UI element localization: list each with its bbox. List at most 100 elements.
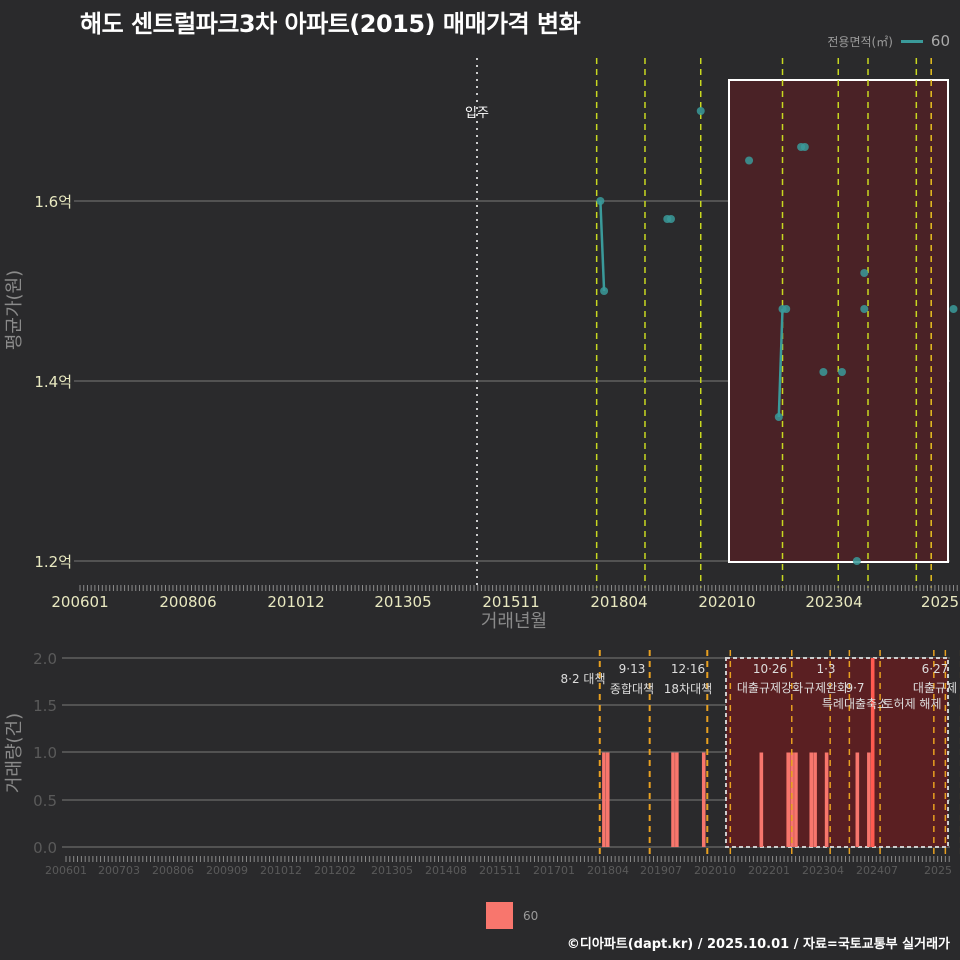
x-tick-label: 201408 bbox=[425, 864, 467, 877]
x-tick-label: 201511 bbox=[482, 593, 539, 611]
price-point bbox=[600, 287, 609, 295]
source-footer: ©디아파트(dapt.kr) / 2025.10.01 / 자료=국토교통부 실… bbox=[566, 937, 950, 952]
volume-bar bbox=[786, 752, 791, 847]
policy-label: 8·2 대책 bbox=[561, 671, 606, 686]
x-tick-label: 200806 bbox=[159, 593, 216, 611]
move-in-label: 입주 bbox=[465, 106, 489, 121]
volume-bar bbox=[870, 658, 875, 847]
price-point bbox=[949, 305, 958, 313]
policy-label: 9·7 bbox=[845, 681, 864, 695]
legend-title: 전용면적(㎡) bbox=[827, 34, 893, 49]
x-tick-label: 2025 bbox=[924, 864, 952, 877]
x-tick-label: 202201 bbox=[748, 864, 790, 877]
y-tick-label: 0.0 bbox=[33, 839, 57, 857]
policy-lines bbox=[595, 58, 932, 588]
x-tick-label: 200703 bbox=[98, 864, 140, 877]
price-point bbox=[745, 156, 754, 165]
price-point bbox=[819, 368, 828, 376]
volume-bar bbox=[809, 752, 814, 847]
legend-bar-swatch-icon bbox=[486, 902, 513, 929]
legend-line-swatch-icon bbox=[900, 39, 923, 43]
volume-bar bbox=[855, 752, 860, 847]
price-point bbox=[696, 107, 705, 115]
x-tick-label: 202010 bbox=[694, 864, 736, 877]
volume-bar bbox=[605, 752, 610, 847]
x-tick-label: 201012 bbox=[260, 864, 302, 877]
volume-bars bbox=[602, 658, 875, 847]
y-tick-label: 1.5 bbox=[33, 697, 57, 715]
price-point bbox=[800, 143, 809, 151]
y-axis-title: 거래량(건) bbox=[4, 713, 25, 793]
price-point bbox=[774, 413, 783, 421]
x-tick-label: 2025 bbox=[921, 593, 959, 611]
y-tick-label: 1.4억 bbox=[34, 373, 72, 391]
y-tick-label: 0.5 bbox=[33, 792, 57, 810]
volume-bar bbox=[671, 752, 675, 847]
chart-title: 해도 센트럴파크3차 아파트(2015) 매매가격 변화 bbox=[80, 10, 581, 38]
policy-label: 종합대책 bbox=[610, 681, 654, 696]
price-point bbox=[667, 215, 676, 223]
price-legend: 전용면적(㎡) 60 bbox=[827, 32, 950, 50]
x-tick-label: 202407 bbox=[856, 864, 898, 877]
volume-legend: 60 bbox=[486, 902, 538, 929]
volume-bar bbox=[675, 752, 679, 847]
x-tick-label: 201701 bbox=[533, 864, 575, 877]
x-tick-label: 201305 bbox=[374, 593, 431, 611]
x-tick-label: 201804 bbox=[590, 593, 647, 611]
x-tick-label: 201012 bbox=[267, 593, 324, 611]
policy-label: 10·26 bbox=[753, 662, 787, 676]
policy-label: 18차대책 bbox=[664, 681, 712, 696]
price-line-segment bbox=[599, 200, 606, 292]
y-axis-title: 평균가(원) bbox=[4, 270, 25, 350]
x-tick-label: 200601 bbox=[51, 593, 108, 611]
price-point bbox=[860, 305, 869, 313]
policy-label: 1·3 bbox=[816, 662, 835, 676]
x-tick-label: 201305 bbox=[371, 864, 413, 877]
price-chart: 1.6억 1.4억 1.2억 입주 200601 200806 201012 201305… bbox=[4, 58, 959, 632]
x-tick-label: 201804 bbox=[587, 864, 629, 877]
y-tick-label: 1.0 bbox=[33, 744, 57, 762]
x-tick-label: 200909 bbox=[206, 864, 248, 877]
price-x-axis: 200601 200806 201012 201305 201511 201804 2020… bbox=[51, 585, 959, 611]
volume-bar bbox=[824, 752, 829, 847]
volume-bar bbox=[790, 752, 794, 847]
price-point bbox=[852, 557, 861, 565]
policy-label: 9·13 bbox=[619, 662, 646, 676]
price-point bbox=[782, 305, 791, 313]
price-line-segment bbox=[777, 308, 784, 418]
policy-label: 특례대출축소 bbox=[822, 697, 888, 711]
x-tick-label: 201202 bbox=[314, 864, 356, 877]
x-tick-label: 200601 bbox=[45, 864, 87, 877]
volume-bar bbox=[701, 752, 706, 847]
volume-bar bbox=[813, 752, 817, 847]
y-tick-label: 1.6억 bbox=[34, 193, 72, 211]
x-tick-label: 202010 bbox=[698, 593, 755, 611]
volume-bar bbox=[759, 752, 764, 847]
x-tick-label: 201511 bbox=[479, 864, 521, 877]
policy-label: 대출규제강화 bbox=[737, 681, 803, 695]
policy-label: 6·27 bbox=[922, 662, 949, 676]
volume-bar bbox=[867, 752, 871, 847]
price-point bbox=[860, 269, 869, 277]
y-tick-label: 2.0 bbox=[33, 650, 57, 668]
x-tick-label: 202304 bbox=[802, 864, 844, 877]
x-axis-title: 거래년월 bbox=[481, 611, 547, 632]
volume-x-axis: 200601 200703 200806 200909 201012 201202 2013… bbox=[45, 856, 952, 877]
price-series bbox=[596, 107, 958, 565]
price-point bbox=[596, 197, 605, 205]
price-point bbox=[837, 368, 846, 376]
policy-label: 12·16 bbox=[671, 662, 705, 676]
volume-bar bbox=[794, 752, 798, 847]
legend-entry-60: 60 bbox=[930, 32, 950, 50]
volume-chart: 2.0 1.5 1.0 0.5 0.0 8·2 대책 9·13 종합대책 12·16 18차대책… bbox=[4, 650, 960, 877]
policy-label: 규제완화 bbox=[804, 681, 848, 695]
x-tick-label: 200806 bbox=[152, 864, 194, 877]
y-tick-label: 1.2억 bbox=[34, 553, 72, 571]
volume-bar bbox=[602, 752, 606, 847]
x-tick-label: 202304 bbox=[805, 593, 862, 611]
policy-label: 대출규제 bbox=[913, 681, 957, 695]
policy-label: 토허제 해제 bbox=[882, 697, 941, 711]
legend-entry-60: 60 bbox=[523, 908, 539, 923]
policy-lines: 8·2 대책 9·13 종합대책 12·16 18차대책 10·26 대출규제강화 1·3 규제… bbox=[561, 650, 960, 858]
x-tick-label: 201907 bbox=[640, 864, 682, 877]
